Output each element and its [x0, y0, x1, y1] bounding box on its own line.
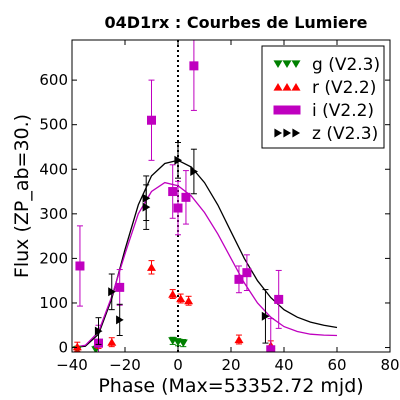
series-z: [94, 142, 270, 345]
point-i-4: [168, 187, 178, 197]
point-r-6: [184, 296, 194, 305]
legend-marker-z-1: [283, 128, 292, 138]
point-r-3: [147, 263, 156, 271]
point-i-0: [75, 261, 85, 271]
y-tick-label: 400: [39, 160, 68, 178]
legend: g (V2.3) r (V2.2) i (V2.2) z (V2.3): [261, 45, 385, 149]
y-tick-label: 100: [39, 294, 68, 312]
legend-marker-r-1: [282, 83, 292, 91]
x-axis-label: Phase (Max=53352.72 mjd): [98, 375, 363, 397]
legend-marker-i-0: [273, 105, 283, 115]
model-curve-2: [72, 181, 338, 349]
point-i-8: [234, 274, 244, 284]
legend-box: [261, 45, 385, 149]
point-z-4: [142, 202, 151, 212]
model-curve-1: [72, 159, 338, 349]
point-r-7: [234, 335, 244, 344]
point-z-6: [190, 167, 198, 176]
point-i-10: [266, 345, 276, 352]
point-z-2: [116, 315, 124, 325]
legend-marker-z-2: [292, 128, 301, 138]
legend-marker-g-2: [291, 60, 301, 68]
y-axis-label: Flux (ZP_ab=30.): [11, 114, 33, 278]
y-tick-label: 0: [58, 339, 68, 357]
x-tick-label: 80: [380, 356, 399, 374]
point-i-6: [181, 192, 191, 202]
x-tick-label: 40: [274, 356, 293, 374]
x-tick-label: 0: [173, 356, 183, 374]
point-r-5: [176, 294, 186, 303]
legend-marker-g-1: [282, 60, 292, 68]
model-curves: [72, 159, 338, 349]
y-tick-label: 500: [39, 116, 68, 134]
point-i-7: [189, 61, 199, 71]
legend-marker-z-0: [274, 128, 283, 138]
point-i-11: [274, 294, 284, 304]
data-points: [72, 40, 284, 352]
y-tick-label: 600: [39, 71, 68, 89]
point-r-0: [72, 342, 82, 351]
legend-label-r: r (V2.2): [312, 78, 376, 98]
legend-marker-r-2: [291, 83, 301, 91]
x-tick-label: −20: [109, 356, 141, 374]
legend-marker-i-1: [282, 105, 292, 115]
legend-marker-r-0: [273, 83, 283, 91]
y-tick-label: 300: [39, 205, 68, 223]
point-i-9: [242, 268, 252, 278]
x-tick-label: 20: [221, 356, 240, 374]
y-tick-label: 200: [39, 249, 68, 267]
chart-title: 04D1rx : Courbes de Lumiere: [104, 13, 367, 32]
x-tick-label: 60: [327, 356, 346, 374]
axis-ticks: −40 −20 0 20 40 60 80 0 100 200 300 400 500 600: [39, 40, 400, 374]
legend-label-i: i (V2.2): [312, 101, 374, 121]
legend-label-g: g (V2.3): [312, 55, 380, 75]
point-z-5: [174, 155, 183, 165]
point-r-2: [107, 338, 117, 346]
point-g-4: [178, 339, 188, 348]
series-i: [75, 40, 284, 352]
point-i-3: [147, 115, 156, 125]
point-z-7: [261, 311, 270, 321]
legend-marker-i-2: [291, 105, 301, 115]
point-i-5: [173, 203, 183, 213]
point-z-1: [108, 287, 116, 297]
x-tick-label: −40: [56, 356, 88, 374]
point-z-0: [94, 326, 103, 336]
legend-marker-g-0: [273, 60, 283, 68]
point-i-2: [115, 282, 125, 292]
point-r-4: [168, 290, 178, 298]
legend-label-z: z (V2.3): [312, 124, 378, 144]
